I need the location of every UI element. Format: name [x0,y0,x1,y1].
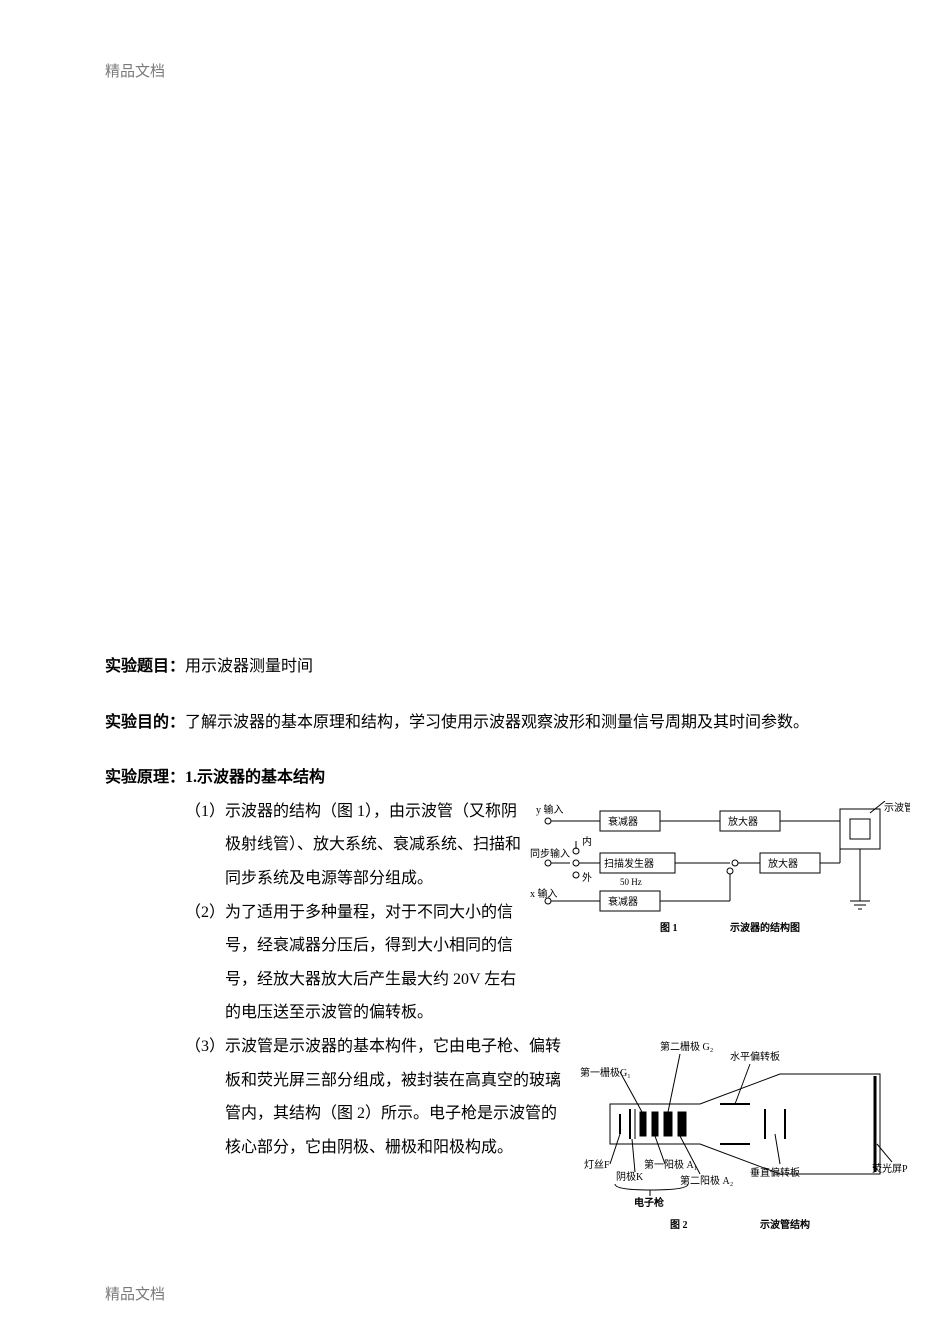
page-footer: 精品文档 [105,1283,165,1304]
fig2-caption-r: 示波管结构 [760,1218,810,1231]
fig1-caption-r: 示波器的结构图 [730,921,800,934]
item3-text: 示波管是示波器的基本构件，它由电子枪、偏转板和荧光屏三部分组成，被封装在高真空的… [225,1030,572,1164]
figure-2: 第二栅极 G₂ 第一栅极G₁ 水平偏转板 垂直偏转板 灯丝F 阴极K 第一阳极 … [580,1034,910,1234]
fig1-sync-input: 同步输入 [530,847,570,860]
fig1-freq: 50 Hz [620,877,642,887]
goal-text: 了解示波器的基本原理和结构，学习使用示波器观察波形和测量信号周期及其时间参数。 [185,706,809,740]
fig1-y-input: y 输入 [536,803,564,816]
fig2-a1: 第一阳极 A₁ [644,1158,697,1171]
experiment-principle-row: 实验原理： 1.示波器的基本结构 [105,761,910,1234]
title-text: 用示波器测量时间 [185,650,313,684]
fig1-inner: 内 [582,835,592,848]
fig2-g2: 第二栅极 G₂ [660,1040,713,1053]
fig1-caption-l: 图 1 [660,922,678,934]
item1-num: （1） [185,795,225,896]
fig1-tube-label: 示波管 [884,801,910,814]
fig2-cathode: 阴极K [616,1170,644,1183]
principle-body: 1.示波器的基本结构 [185,761,910,1234]
page-header: 精品文档 [105,60,165,81]
fig1-atten2: 衰减器 [608,895,638,908]
item1-text: 示波器的结构（图 1），由示波管（又称阴极射线管）、放大系统、衰减系统、扫描和同… [225,795,522,896]
fig2-filament: 灯丝F [584,1159,610,1171]
fig2-caption-l: 图 2 [670,1219,688,1231]
principle-item-3: （3） 示波管是示波器的基本构件，它由电子枪、偏转板和荧光屏三部分组成，被封装在… [185,1030,572,1164]
fig1-x-input: x 输入 [530,887,558,900]
fig2-a2: 第二阳极 A₂ [680,1174,733,1187]
principle-item-2: （2） 为了适用于多种量程，对于不同大小的信号，经衰减器分压后，得到大小相同的信… [185,896,522,1030]
principle-intro: 1.示波器的基本结构 [185,761,910,795]
fig2-gun: 电子枪 [634,1196,664,1209]
principle-label: 实验原理： [105,761,185,1234]
principle-item-1: （1） 示波器的结构（图 1），由示波管（又称阴极射线管）、放大系统、衰减系统、… [185,795,522,896]
item3-num: （3） [185,1030,225,1164]
fig2-g1: 第一栅极G₁ [580,1066,631,1079]
experiment-title-row: 实验题目： 用示波器测量时间 [105,650,910,684]
fig1-amp1: 放大器 [728,815,758,828]
fig2-vplate: 垂直偏转板 [750,1166,800,1179]
title-label: 实验题目： [105,650,185,684]
item2-text: 为了适用于多种量程，对于不同大小的信号，经衰减器分压后，得到大小相同的信号，经放… [225,896,522,1030]
figure-1: y 输入 衰减器 放大器 示波管 同步输入 内 外 扫描发生器 50 Hz 放大… [530,801,910,961]
fig1-amp2: 放大器 [768,857,798,870]
item2-num: （2） [185,896,225,1030]
fig1-outer: 外 [582,872,592,884]
goal-label: 实验目的： [105,706,185,740]
document-body: 实验题目： 用示波器测量时间 实验目的： 了解示波器的基本原理和结构，学习使用示… [105,650,910,1234]
fig2-hplate: 水平偏转板 [730,1050,780,1063]
fig1-atten1: 衰减器 [608,815,638,828]
fig2-screen: 荧光屏P [872,1162,908,1175]
fig1-scan-gen: 扫描发生器 [604,857,654,870]
experiment-goal-row: 实验目的： 了解示波器的基本原理和结构，学习使用示波器观察波形和测量信号周期及其… [105,706,910,740]
